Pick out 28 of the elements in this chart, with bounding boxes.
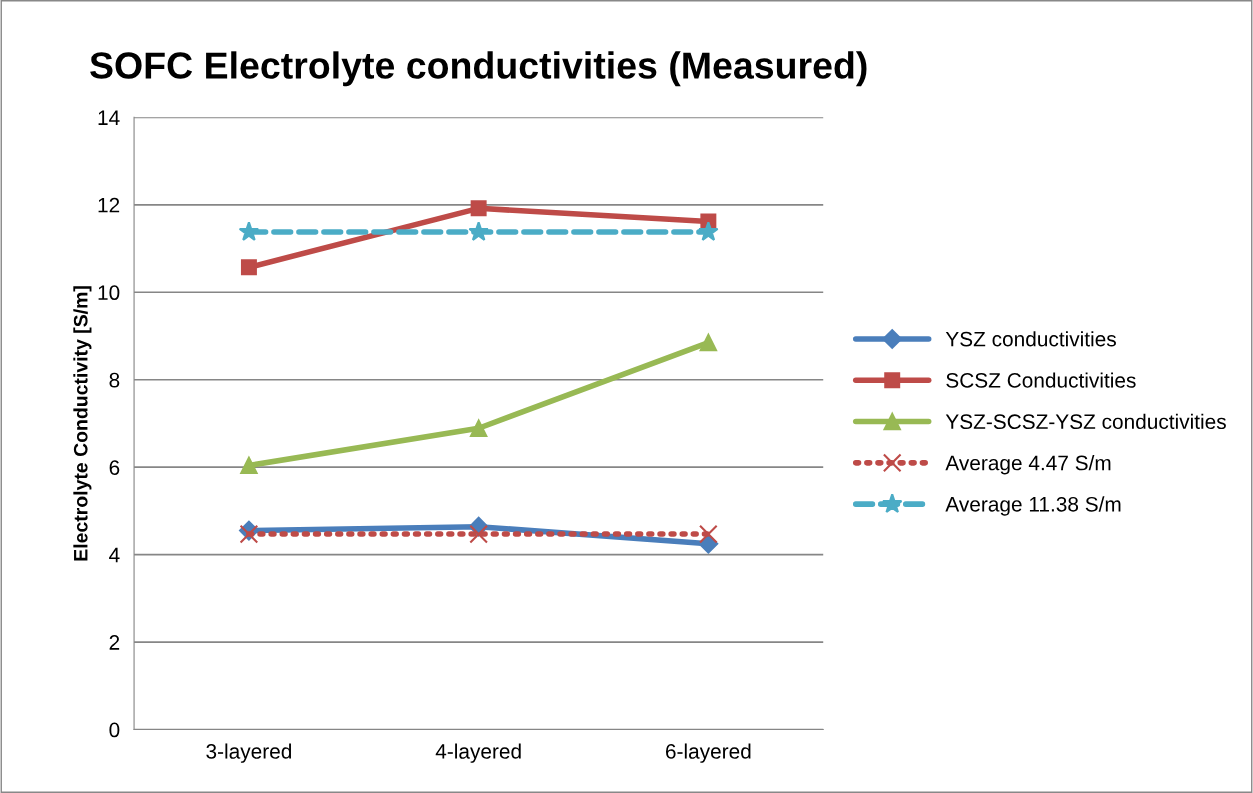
y-tick-label: 8 bbox=[109, 372, 120, 388]
y-tick-label: 12 bbox=[98, 197, 120, 213]
x-tick-label: 4-layered bbox=[435, 743, 521, 763]
point bbox=[240, 259, 257, 276]
point bbox=[699, 333, 718, 352]
point bbox=[470, 200, 487, 217]
point bbox=[240, 456, 258, 475]
y-tick-label: 0 bbox=[109, 722, 120, 738]
y-tick-label: 4 bbox=[109, 547, 120, 563]
legend-label: Average 11.38 S/m bbox=[945, 496, 1121, 516]
point bbox=[468, 221, 489, 241]
legend-label: Average 4.47 S/m bbox=[945, 455, 1111, 475]
legend-label: YSZ conductivities bbox=[945, 331, 1116, 347]
point bbox=[698, 221, 719, 241]
legend-label: YSZ-SCSZ-YSZ conductivities bbox=[945, 413, 1226, 430]
y-tick-label: 14 bbox=[98, 110, 120, 125]
y-tick-label: 6 bbox=[109, 460, 120, 475]
point bbox=[469, 419, 488, 437]
legend-label: SCSZ Conductivities bbox=[946, 372, 1136, 388]
y-axis-title: Electrolyte Conductivity [S/m] bbox=[73, 286, 92, 561]
point bbox=[698, 524, 718, 544]
point bbox=[238, 221, 260, 241]
x-tick-label: 6-layered bbox=[666, 743, 751, 763]
y-tick-label: 10 bbox=[98, 285, 120, 301]
y-tick-label: 2 bbox=[109, 635, 120, 650]
x-tick-label: 3-layered bbox=[206, 743, 292, 763]
point bbox=[469, 524, 489, 544]
chart-title: SOFC Electrolyte conductivities (Measured) bbox=[90, 51, 867, 87]
